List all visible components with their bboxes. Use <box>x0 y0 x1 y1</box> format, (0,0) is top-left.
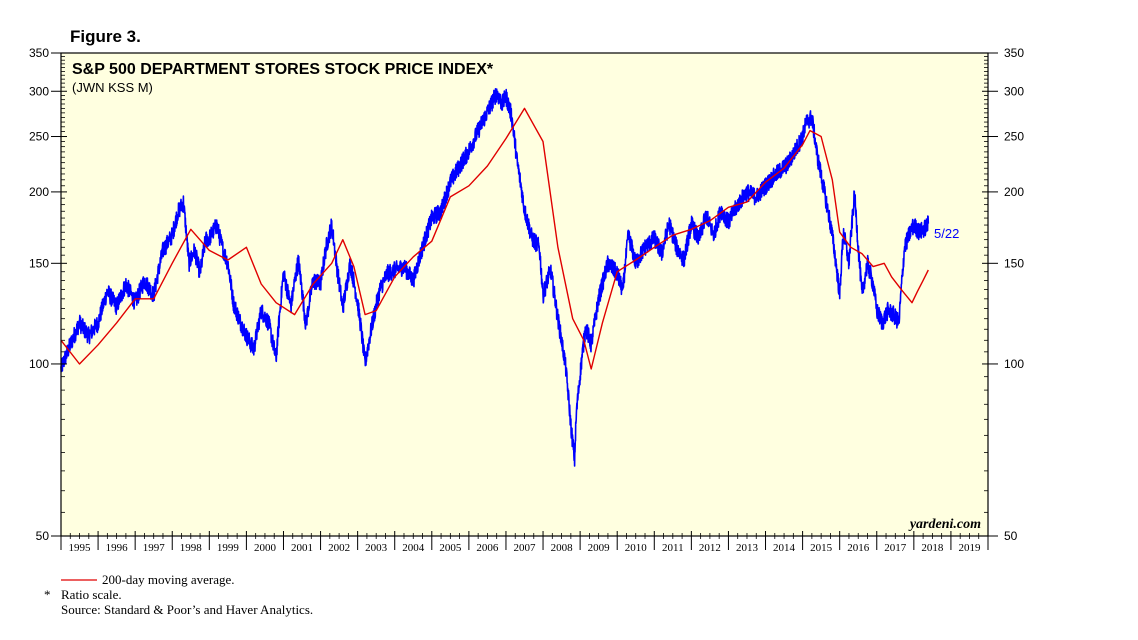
series-line-ma <box>60 107 929 370</box>
x-tick-label: 2010 <box>625 542 648 554</box>
x-tick-label: 1996 <box>106 542 129 554</box>
source-note: Source: Standard & Poor’s and Haver Anal… <box>61 602 313 617</box>
axis-ticks <box>61 56 988 513</box>
x-tick-label: 2014 <box>773 542 796 554</box>
footnote-text: Ratio scale. <box>61 587 122 602</box>
y-axis-right: 50 100 150 200 250 300 350 <box>982 46 1024 543</box>
plot-area <box>61 53 988 536</box>
y-tick-label: 150 <box>1004 256 1024 270</box>
x-tick-label: 2001 <box>291 542 313 554</box>
x-axis: 1995 1996 1997 1998 1999 2000 2001 2002 2003 2004… <box>60 531 989 554</box>
x-tick-label: 2018 <box>921 542 944 554</box>
x-tick-label: 2008 <box>551 542 574 554</box>
chart-subtitle: (JWN KSS M) <box>72 80 153 95</box>
x-tick-label: 2013 <box>736 542 759 554</box>
x-tick-label: 1995 <box>69 542 92 554</box>
y-tick-label: 100 <box>1004 357 1024 371</box>
y-tick-label: 350 <box>29 46 49 60</box>
x-tick-label: 2009 <box>588 542 611 554</box>
end-date-label: 5/22 <box>934 226 959 241</box>
figure-label: Figure 3. <box>70 27 141 46</box>
x-tick-label: 2011 <box>662 542 684 554</box>
x-tick-label: 1999 <box>217 542 240 554</box>
x-tick-label: 2019 <box>958 542 981 554</box>
x-tick-label: 2017 <box>884 542 907 554</box>
legend-ma-label: 200-day moving average. <box>102 572 234 587</box>
chart-title: S&P 500 DEPARTMENT STORES STOCK PRICE IN… <box>72 61 494 78</box>
y-tick-label: 150 <box>29 256 49 270</box>
y-tick-label: 300 <box>29 84 49 98</box>
watermark: yardeni.com <box>908 517 981 532</box>
x-tick-label: 1997 <box>143 542 166 554</box>
x-tick-label: 2007 <box>514 542 537 554</box>
x-tick-label: 2015 <box>810 542 833 554</box>
x-tick-label: 2005 <box>439 542 462 554</box>
x-tick-label: 2016 <box>847 542 870 554</box>
y-tick-label: 100 <box>29 357 49 371</box>
y-tick-label: 50 <box>36 529 50 543</box>
x-tick-label: 1998 <box>180 542 203 554</box>
y-tick-label: 50 <box>1004 529 1018 543</box>
x-tick-label: 2012 <box>699 542 721 554</box>
y-tick-label: 250 <box>1004 130 1024 144</box>
y-tick-label: 350 <box>1004 46 1024 60</box>
y-tick-label: 200 <box>29 185 49 199</box>
footnote-marker: * <box>44 587 51 602</box>
y-tick-label: 250 <box>29 130 49 144</box>
y-tick-label: 200 <box>1004 185 1024 199</box>
series-line-price <box>60 88 930 467</box>
y-tick-label: 300 <box>1004 84 1024 98</box>
x-tick-label: 2002 <box>328 542 350 554</box>
series-layer <box>60 88 930 467</box>
x-tick-label: 2003 <box>365 542 388 554</box>
x-tick-label: 2000 <box>254 542 277 554</box>
y-axis-left: 50 100 150 200 250 300 350 <box>29 46 67 543</box>
x-tick-label: 2006 <box>476 542 499 554</box>
x-tick-label: 2004 <box>402 542 425 554</box>
